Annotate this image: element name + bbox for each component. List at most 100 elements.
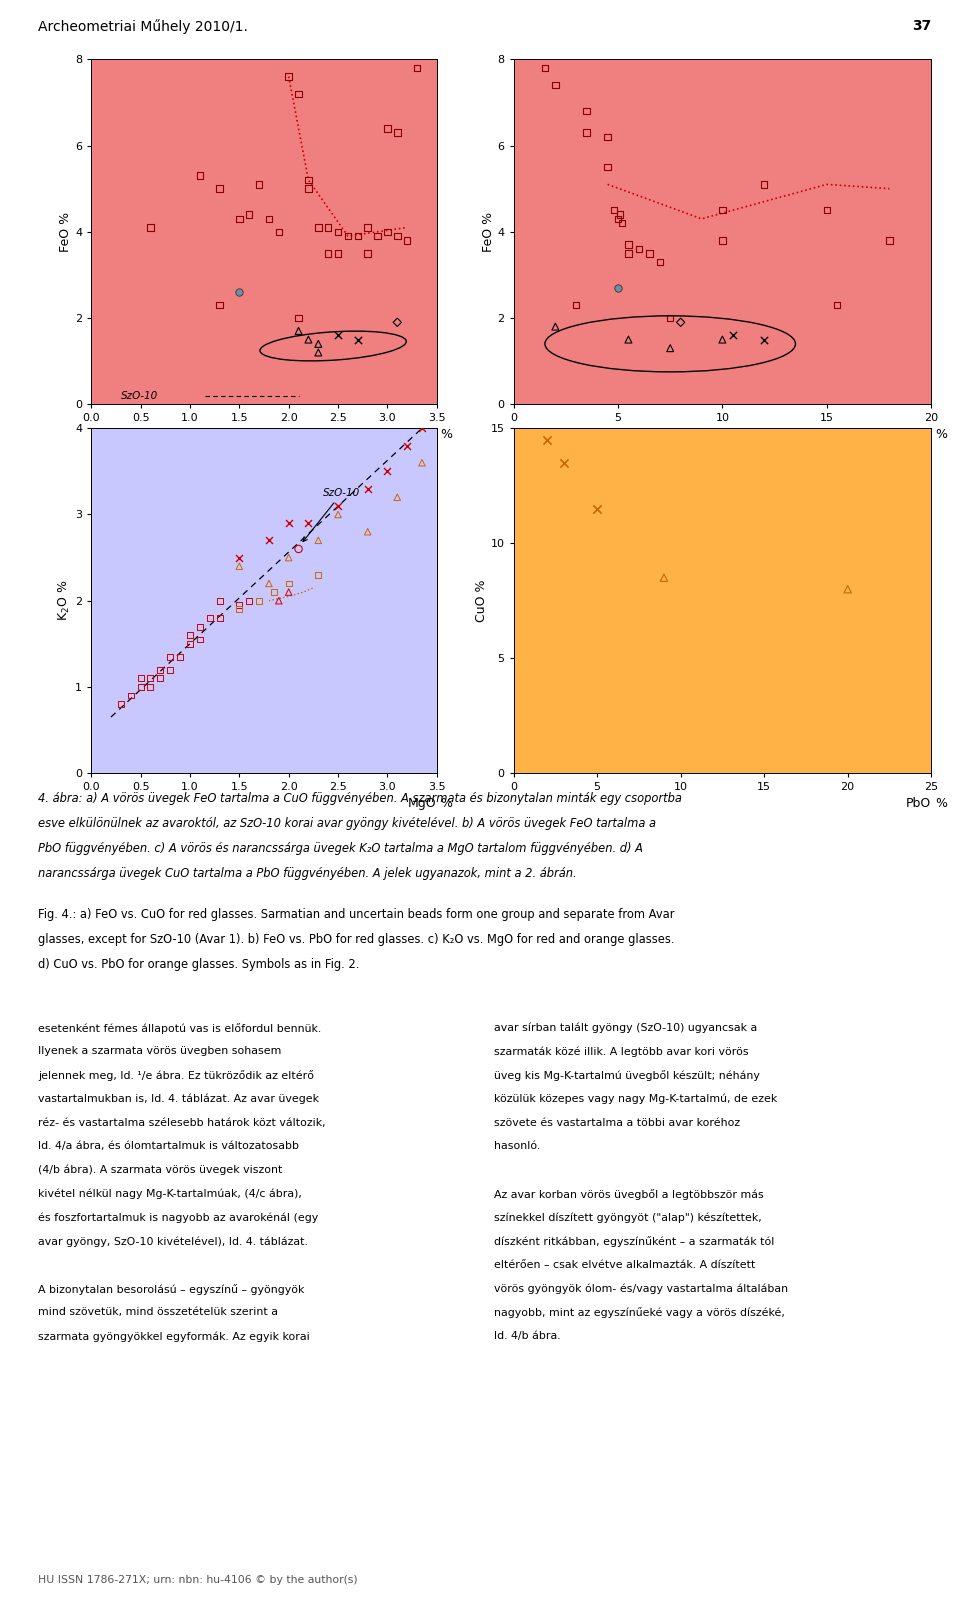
Point xyxy=(271,220,286,245)
Point xyxy=(330,322,346,348)
Point xyxy=(360,520,375,545)
Point xyxy=(673,310,688,335)
Point xyxy=(380,220,396,245)
Text: 37: 37 xyxy=(912,19,931,34)
Point xyxy=(350,327,366,353)
Point xyxy=(632,236,647,261)
Point xyxy=(632,241,647,266)
Point xyxy=(579,197,594,223)
Point xyxy=(330,492,346,518)
Point xyxy=(370,223,385,249)
Point xyxy=(153,666,168,691)
Point xyxy=(819,197,834,223)
Text: eltérően – csak elvétve alkalmazták. A díszített: eltérően – csak elvétve alkalmazták. A d… xyxy=(494,1261,756,1270)
Point xyxy=(621,241,636,266)
Point xyxy=(143,666,158,691)
Point xyxy=(271,589,286,614)
Point xyxy=(192,164,207,189)
Point xyxy=(261,192,276,218)
Point xyxy=(212,292,228,318)
Point xyxy=(173,658,188,683)
Point xyxy=(579,120,594,146)
Text: ld. 4/a ábra, és ólomtartalmuk is változatosabb: ld. 4/a ábra, és ólomtartalmuk is változ… xyxy=(38,1142,300,1152)
Text: MgO: MgO xyxy=(408,797,437,810)
Point xyxy=(662,305,678,330)
Point xyxy=(390,484,405,510)
Text: Az avar korban vörös üvegből a legtöbbször más: Az avar korban vörös üvegből a legtöbbsz… xyxy=(494,1189,764,1200)
Point xyxy=(182,622,198,648)
Point xyxy=(300,327,316,353)
Text: HU ISSN 1786-271X; urn: nbn: hu-4106 © by the author(s): HU ISSN 1786-271X; urn: nbn: hu-4106 © b… xyxy=(38,1575,358,1585)
Point xyxy=(242,202,257,228)
Text: PbO: PbO xyxy=(906,428,931,441)
Point xyxy=(192,630,207,656)
Point xyxy=(409,55,424,80)
Point xyxy=(556,449,571,475)
Point xyxy=(756,172,772,197)
Point xyxy=(538,55,553,80)
Point xyxy=(611,274,626,300)
Point xyxy=(252,172,267,197)
Point xyxy=(231,236,247,261)
Point xyxy=(311,561,326,587)
Text: avar sírban talált gyöngy (SzO-10) ugyancsak a: avar sírban talált gyöngy (SzO-10) ugyan… xyxy=(494,1023,757,1033)
Text: %: % xyxy=(441,797,452,810)
Point xyxy=(330,220,346,245)
Point xyxy=(212,614,228,640)
Point xyxy=(621,241,636,266)
Text: jelennek meg, ld. ¹/e ábra. Ez tükröződik az eltérő: jelennek meg, ld. ¹/e ábra. Ez tükröződi… xyxy=(38,1070,314,1081)
Text: (4/b ábra). A szarmata vörös üvegek viszont: (4/b ábra). A szarmata vörös üvegek visz… xyxy=(38,1165,283,1176)
Point xyxy=(657,565,672,590)
Point xyxy=(217,589,232,614)
Point xyxy=(360,476,375,502)
Text: díszként ritkábban, egyszínűként – a szarmaták tól: díszként ritkábban, egyszínűként – a sza… xyxy=(494,1237,775,1248)
Text: réz- és vastartalma szélesebb határok közt változik,: réz- és vastartalma szélesebb határok kö… xyxy=(38,1118,326,1128)
Y-axis label: CuO %: CuO % xyxy=(475,579,488,622)
Point xyxy=(311,330,326,356)
Text: narancssárga üvegek CuO tartalma a PbO függvényében. A jelek ugyanazok, mint a 2: narancssárga üvegek CuO tartalma a PbO f… xyxy=(38,866,577,881)
Text: PbO: PbO xyxy=(906,797,931,810)
Point xyxy=(840,576,855,602)
Text: CuO: CuO xyxy=(410,428,437,441)
Point xyxy=(725,322,740,348)
Text: szarmata gyöngyökkel egyformák. Az egyik korai: szarmata gyöngyökkel egyformák. Az egyik… xyxy=(38,1331,310,1341)
Point xyxy=(714,327,730,353)
Point xyxy=(192,614,207,640)
Text: Ilyenek a szarmata vörös üvegben sohasem: Ilyenek a szarmata vörös üvegben sohasem xyxy=(38,1046,282,1057)
Point xyxy=(242,589,257,614)
Text: esetenként fémes állapotú vas is előfordul bennük.: esetenként fémes állapotú vas is előford… xyxy=(38,1023,322,1033)
Point xyxy=(589,496,605,521)
Point xyxy=(300,176,316,202)
Point xyxy=(714,228,730,253)
Text: d) CuO vs. PbO for orange glasses. Symbols as in Fig. 2.: d) CuO vs. PbO for orange glasses. Symbo… xyxy=(38,958,360,970)
Point xyxy=(641,241,657,266)
Point xyxy=(380,115,396,141)
Point xyxy=(231,553,247,579)
Point xyxy=(261,528,276,553)
Point xyxy=(321,241,336,266)
Point xyxy=(104,699,119,725)
Point xyxy=(281,571,297,597)
Text: kivétel nélkül nagy Mg-K-tartalmúak, (4/c ábra),: kivétel nélkül nagy Mg-K-tartalmúak, (4/… xyxy=(38,1189,302,1200)
Point xyxy=(153,674,168,699)
Point xyxy=(266,579,281,605)
Text: SzO-10: SzO-10 xyxy=(121,391,158,401)
Point xyxy=(600,228,615,253)
Point xyxy=(162,658,178,683)
Point xyxy=(652,249,667,274)
Text: %: % xyxy=(935,428,948,441)
Point xyxy=(611,205,626,231)
Point xyxy=(360,241,375,266)
Text: közülük közepes vagy nagy Mg-K-tartalmú, de ezek: közülük közepes vagy nagy Mg-K-tartalmú,… xyxy=(494,1094,778,1104)
Point xyxy=(311,215,326,241)
Point xyxy=(173,643,188,669)
Point xyxy=(621,327,636,353)
Point xyxy=(662,335,678,361)
Point xyxy=(261,205,276,231)
Point xyxy=(231,545,247,571)
Text: ld. 4/b ábra.: ld. 4/b ábra. xyxy=(494,1331,561,1341)
Text: vastartalmukban is, ld. 4. táblázat. Az avar üvegek: vastartalmukban is, ld. 4. táblázat. Az … xyxy=(38,1094,320,1104)
Point xyxy=(311,528,326,553)
Text: szövete és vastartalma a többi avar koréhoz: szövete és vastartalma a többi avar koré… xyxy=(494,1118,740,1128)
Point xyxy=(162,643,178,669)
